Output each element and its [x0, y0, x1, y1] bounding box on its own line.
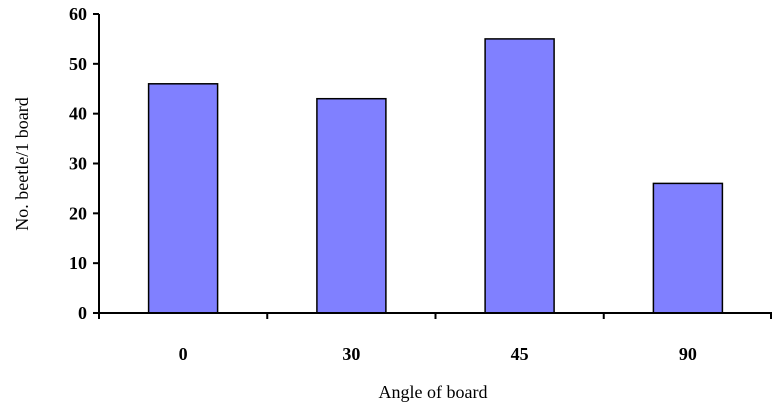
y-tick-label: 10: [69, 253, 87, 273]
y-tick-label: 50: [69, 54, 87, 74]
bar-45: [484, 38, 555, 314]
y-axis: 0 10 20 30 40 50 60: [69, 4, 100, 323]
x-tick-label: 90: [679, 344, 697, 364]
y-tick-label: 30: [69, 154, 87, 174]
y-tick-label: 40: [69, 104, 87, 124]
x-tick-label: 30: [342, 344, 360, 364]
x-tick-label: 45: [511, 344, 529, 364]
x-tick-label: 0: [179, 344, 188, 364]
y-axis-title: No. beetle/1 board: [12, 97, 32, 230]
x-axis-title: Angle of board: [379, 382, 488, 402]
x-axis: 0 30 45 90: [93, 312, 772, 364]
bar-90: [652, 182, 724, 314]
y-tick-label: 0: [78, 303, 87, 323]
y-tick-label: 60: [69, 4, 87, 24]
y-tick-label: 20: [69, 203, 87, 223]
bar-0: [147, 83, 219, 314]
bars-group: [147, 38, 724, 314]
bar-30: [316, 97, 387, 314]
